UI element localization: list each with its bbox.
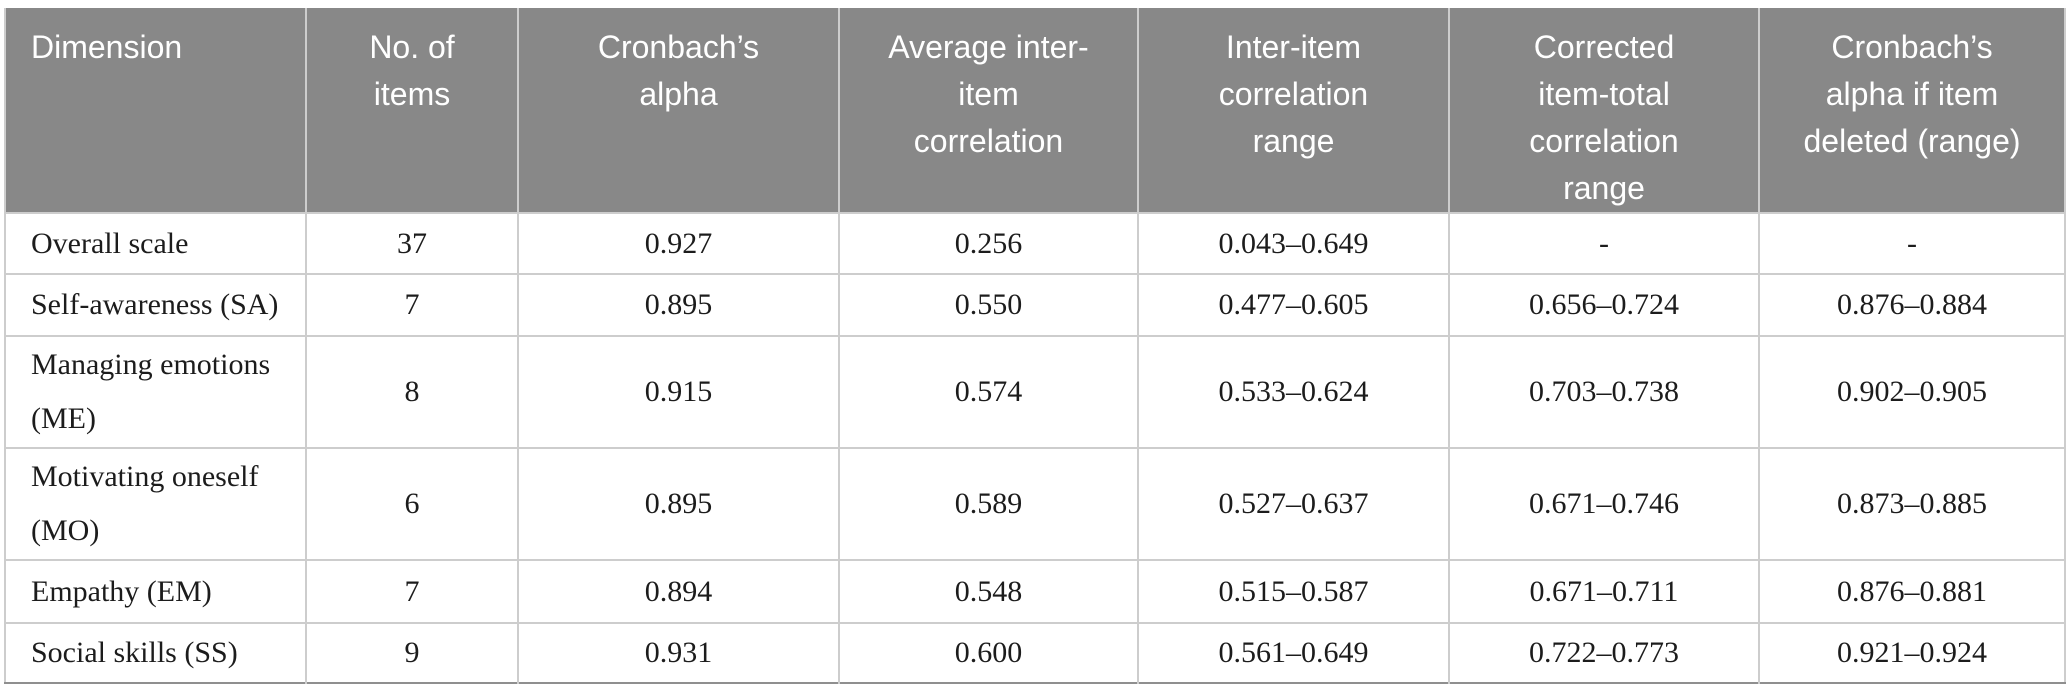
cell-item-total-range: 0.656–0.724 [1448, 273, 1759, 336]
column-header-no-of-items: No. of items [305, 8, 518, 213]
cell-avg-inter-item: 0.574 [838, 335, 1138, 448]
cell-alpha-if-deleted: 0.902–0.905 [1758, 335, 2065, 448]
table-row: Self-awareness (SA) 7 0.895 0.550 0.477–… [5, 273, 2065, 336]
table-row: Managing emotions (ME) 8 0.915 0.574 0.5… [5, 335, 2065, 448]
cell-inter-item-range: 0.533–0.624 [1137, 335, 1449, 448]
cell-no-of-items: 7 [305, 559, 518, 623]
cell-no-of-items: 7 [305, 273, 518, 336]
cell-inter-item-range: 0.043–0.649 [1137, 212, 1449, 274]
cell-avg-inter-item: 0.256 [838, 212, 1138, 274]
cell-no-of-items: 6 [305, 447, 518, 560]
cell-dimension: Managing emotions (ME) [5, 335, 306, 448]
column-header-corrected-item-total-range: Corrected item-total correlation range [1448, 8, 1759, 213]
table-row: Social skills (SS) 9 0.931 0.600 0.561–0… [5, 622, 2065, 683]
cell-inter-item-range: 0.477–0.605 [1137, 273, 1449, 336]
cell-dimension: Overall scale [5, 212, 306, 274]
cell-alpha-if-deleted: 0.876–0.881 [1758, 559, 2065, 623]
cell-item-total-range: 0.722–0.773 [1448, 622, 1759, 683]
cell-item-total-range: 0.671–0.711 [1448, 559, 1759, 623]
cell-cronbachs-alpha: 0.895 [517, 273, 839, 336]
cell-alpha-if-deleted: 0.921–0.924 [1758, 622, 2065, 683]
cell-inter-item-range: 0.527–0.637 [1137, 447, 1449, 560]
cell-dimension: Empathy (EM) [5, 559, 306, 623]
cell-no-of-items: 9 [305, 622, 518, 683]
cell-alpha-if-deleted: - [1758, 212, 2065, 274]
cell-item-total-range: 0.671–0.746 [1448, 447, 1759, 560]
cell-avg-inter-item: 0.589 [838, 447, 1138, 560]
cell-avg-inter-item: 0.550 [838, 273, 1138, 336]
cell-cronbachs-alpha: 0.927 [517, 212, 839, 274]
cell-inter-item-range: 0.515–0.587 [1137, 559, 1449, 623]
cell-dimension: Social skills (SS) [5, 622, 306, 683]
cell-cronbachs-alpha: 0.931 [517, 622, 839, 683]
cell-no-of-items: 8 [305, 335, 518, 448]
column-header-dimension: Dimension [5, 8, 306, 213]
cell-inter-item-range: 0.561–0.649 [1137, 622, 1449, 683]
cell-cronbachs-alpha: 0.895 [517, 447, 839, 560]
cell-cronbachs-alpha: 0.894 [517, 559, 839, 623]
cell-dimension: Motivating oneself (MO) [5, 447, 306, 560]
column-header-alpha-if-item-deleted: Cronbach’s alpha if item deleted (range) [1758, 8, 2065, 213]
table-row: Motivating oneself (MO) 6 0.895 0.589 0.… [5, 447, 2065, 560]
column-header-cronbachs-alpha: Cronbach’s alpha [517, 8, 839, 213]
table-row: Overall scale 37 0.927 0.256 0.043–0.649… [5, 212, 2065, 274]
cell-item-total-range: 0.703–0.738 [1448, 335, 1759, 448]
reliability-table: Dimension No. of items Cronbach’s alpha … [4, 8, 2066, 684]
cell-item-total-range: - [1448, 212, 1759, 274]
cell-avg-inter-item: 0.548 [838, 559, 1138, 623]
cell-alpha-if-deleted: 0.873–0.885 [1758, 447, 2065, 560]
cell-no-of-items: 37 [305, 212, 518, 274]
table-row: Empathy (EM) 7 0.894 0.548 0.515–0.587 0… [5, 559, 2065, 623]
cell-alpha-if-deleted: 0.876–0.884 [1758, 273, 2065, 336]
cell-dimension: Self-awareness (SA) [5, 273, 306, 336]
column-header-inter-item-correlation-range: Inter-item correlation range [1137, 8, 1449, 213]
column-header-average-inter-item-correlation: Average inter- item correlation [838, 8, 1138, 213]
header-row: Dimension No. of items Cronbach’s alpha … [5, 8, 2065, 213]
cell-cronbachs-alpha: 0.915 [517, 335, 839, 448]
cell-avg-inter-item: 0.600 [838, 622, 1138, 683]
